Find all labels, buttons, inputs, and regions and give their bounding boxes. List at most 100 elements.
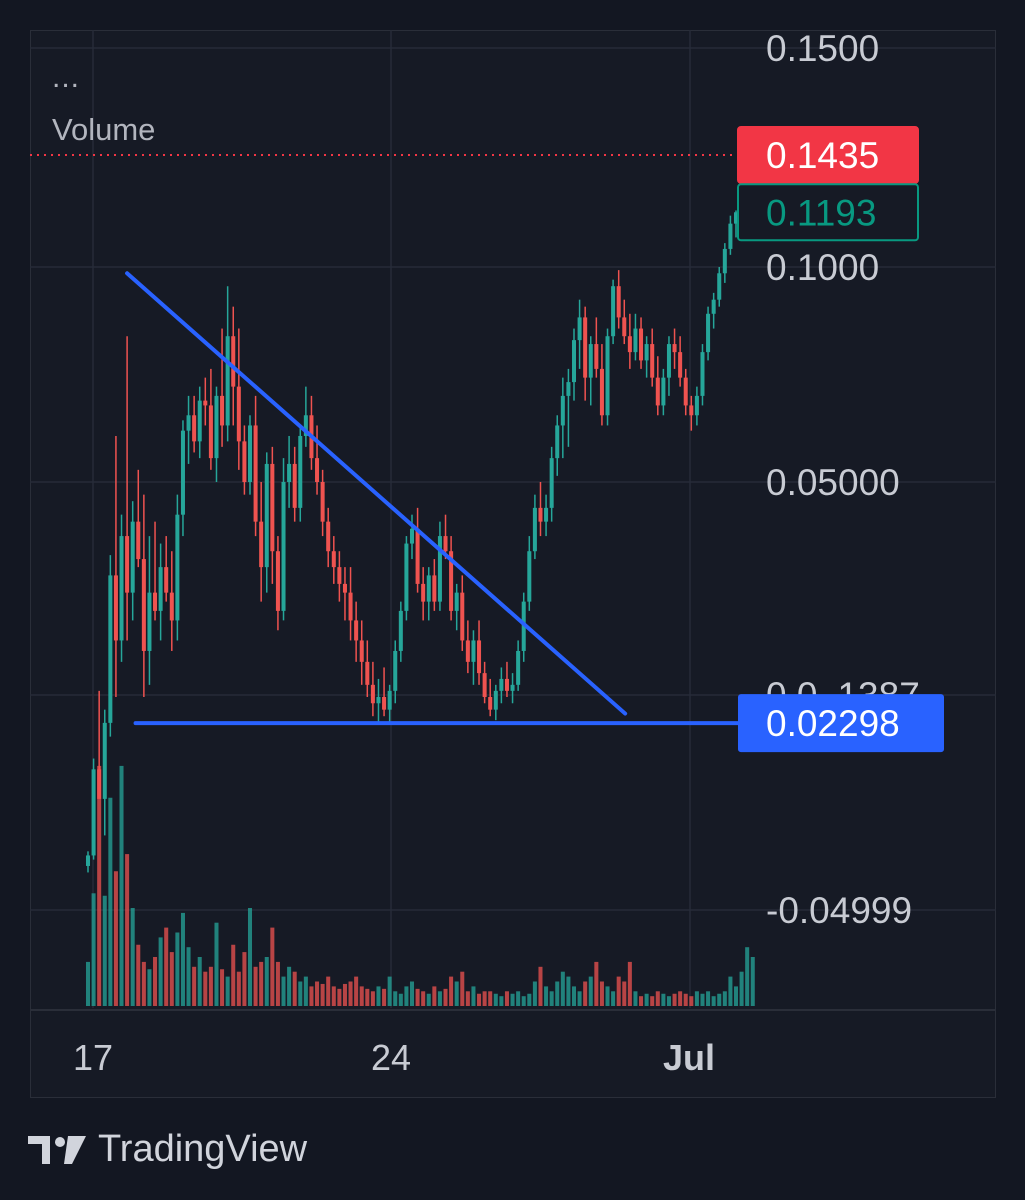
volume-bar: [136, 944, 141, 1006]
volume-bar: [728, 976, 733, 1006]
volume-bar: [348, 981, 353, 1006]
volume-bar: [661, 993, 666, 1006]
volume-bar: [532, 981, 537, 1006]
drawing-tools[interactable]: [30, 153, 742, 726]
candle-body: [359, 640, 364, 662]
candle-body: [566, 382, 571, 396]
candle-body: [599, 368, 604, 416]
candle-body: [259, 521, 264, 568]
candle-body: [555, 425, 560, 459]
more-options-icon[interactable]: ...: [52, 61, 81, 94]
candle-body: [471, 640, 476, 662]
volume-bar: [102, 895, 107, 1006]
candle-body: [577, 317, 582, 341]
candle-body: [661, 377, 666, 406]
volume-bar: [387, 976, 392, 1006]
candle-body: [214, 395, 219, 459]
volume-bar: [560, 971, 565, 1006]
candle-body: [331, 551, 336, 568]
volume-bar: [169, 952, 174, 1006]
candle-body: [588, 344, 593, 378]
candle-body: [102, 722, 107, 799]
volume-bar: [454, 981, 459, 1006]
candle-body: [678, 352, 683, 378]
volume-bar: [694, 991, 699, 1006]
candle-body: [130, 521, 135, 593]
volume-bar: [538, 966, 543, 1006]
volume-bar: [421, 991, 426, 1006]
candle-body: [532, 507, 537, 552]
candle-body: [298, 435, 303, 508]
volume-bar: [622, 981, 627, 1006]
volume-bar: [426, 993, 431, 1006]
volume-bar: [650, 996, 655, 1006]
volume-bar: [326, 976, 331, 1006]
candle-body: [571, 340, 577, 383]
volume-bar: [220, 969, 225, 1006]
candle-body: [611, 286, 616, 337]
candle-body: [315, 458, 320, 482]
time-axis[interactable]: 17 24 Jul: [73, 1037, 715, 1078]
candle-body: [722, 248, 727, 274]
candle-body: [465, 640, 470, 662]
volume-bar: [678, 991, 683, 1006]
candle-body: [728, 223, 733, 249]
volume-bar: [616, 976, 621, 1006]
volume-bar: [415, 988, 420, 1006]
volume-bar: [655, 991, 660, 1006]
volume-bar: [627, 961, 632, 1006]
candle-body: [666, 344, 671, 378]
volume-bar: [208, 966, 213, 1006]
volume-bar: [264, 957, 269, 1006]
candle-body: [287, 463, 292, 482]
volume-bar: [566, 976, 571, 1006]
volume-bar: [141, 961, 146, 1006]
candle-body: [583, 317, 588, 378]
candle-body: [153, 592, 158, 611]
volume-bar: [516, 991, 521, 1006]
candle-body: [426, 575, 431, 602]
volume-bar: [292, 971, 297, 1006]
last-price-label-text: 0.1193: [766, 192, 876, 233]
volume-bar: [465, 991, 470, 1006]
candle-body: [633, 328, 638, 353]
volume-bar: [689, 996, 694, 1006]
volume-bar: [270, 927, 275, 1006]
alert-price-label-text: 0.1435: [766, 135, 879, 176]
volume-bar: [577, 991, 582, 1006]
candle-body: [337, 567, 342, 584]
volume-bar: [247, 908, 253, 1006]
date-tick-label: 24: [371, 1037, 411, 1078]
candle-body: [180, 430, 185, 515]
volume-bar: [488, 991, 493, 1006]
volume-bar: [315, 981, 320, 1006]
volume-indicator-label[interactable]: Volume: [52, 112, 156, 147]
candle-body: [208, 405, 213, 459]
candle-body: [348, 592, 353, 621]
candle-body: [549, 458, 554, 508]
candle-body: [627, 336, 632, 353]
candle-body: [443, 536, 448, 552]
candlestick-series: [85, 210, 739, 873]
volume-bar: [599, 981, 604, 1006]
volume-bar: [259, 961, 264, 1006]
volume-bar: [683, 993, 688, 1006]
candle-body: [192, 415, 197, 442]
candle-body: [404, 543, 409, 611]
tradingview-brand: TradingView: [28, 1128, 307, 1171]
candle-body: [622, 317, 627, 337]
candle-body: [454, 592, 459, 611]
volume-bar: [449, 976, 454, 1006]
candle-body: [527, 551, 532, 602]
candle-body: [605, 336, 610, 416]
candle-body: [264, 463, 269, 568]
volume-bar: [594, 961, 599, 1006]
volume-bar: [225, 976, 230, 1006]
volume-bar: [309, 986, 314, 1006]
volume-bar: [409, 981, 415, 1006]
candle-body: [303, 415, 308, 436]
price-labels: 0.1435 0.1193 0.02298: [737, 125, 944, 753]
volume-bar: [393, 991, 398, 1006]
volume-bar: [382, 988, 387, 1006]
